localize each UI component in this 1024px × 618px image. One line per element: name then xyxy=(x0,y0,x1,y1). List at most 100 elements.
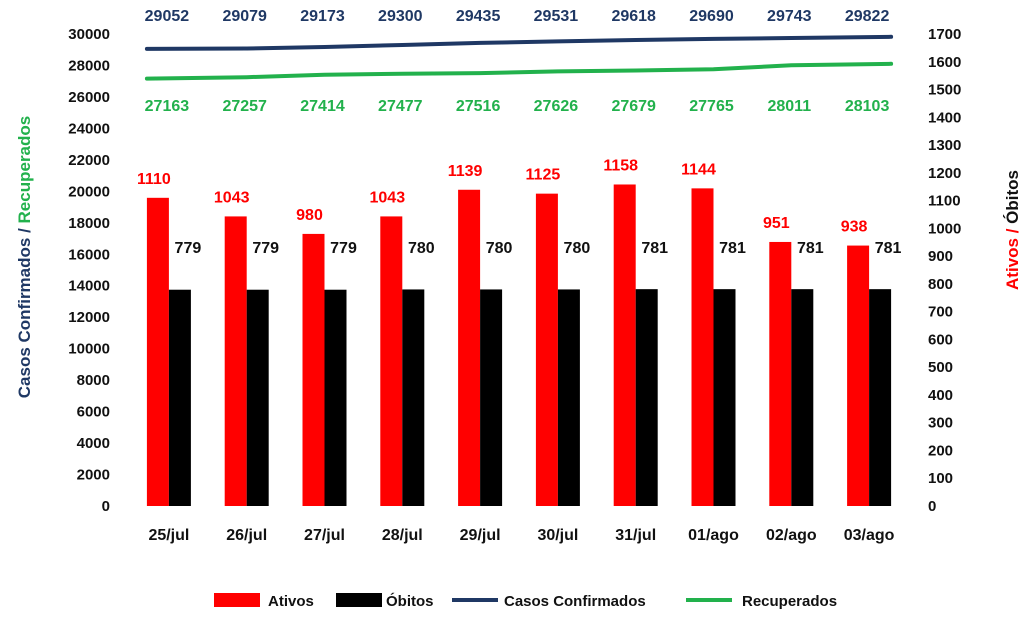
bar-value-label: 951 xyxy=(763,215,790,232)
bar-value-label: 779 xyxy=(252,240,279,257)
bar-ativos xyxy=(691,188,714,506)
line-value-label: 29618 xyxy=(611,8,656,25)
category-label: 30/jul xyxy=(537,527,578,544)
legend-label: Casos Confirmados xyxy=(504,593,646,610)
line-recuperados xyxy=(144,61,894,81)
left-tick-label: 6000 xyxy=(77,404,110,421)
bar-obitos xyxy=(402,289,425,506)
category-label: 29/jul xyxy=(460,527,501,544)
bar-value-label: 781 xyxy=(719,240,746,257)
bar-ativos xyxy=(380,216,403,506)
left-tick-label: 4000 xyxy=(77,435,110,452)
line-value-label: 27626 xyxy=(534,98,579,115)
right-tick-label: 900 xyxy=(928,248,953,265)
right-tick-label: 600 xyxy=(928,331,953,348)
bar-value-label: 938 xyxy=(841,219,868,236)
bar-ativos xyxy=(769,241,792,506)
left-axis-title: Casos Confirmados / Recuperados xyxy=(15,116,34,398)
bar-obitos xyxy=(480,289,503,506)
right-tick-label: 0 xyxy=(928,498,936,515)
line-value-label: 29531 xyxy=(534,8,579,25)
line-value-label: 27765 xyxy=(689,98,734,115)
bar-value-label: 781 xyxy=(797,240,824,257)
line-value-label: 29300 xyxy=(378,8,423,25)
line-value-label: 29435 xyxy=(456,8,501,25)
line-casos-confirmados xyxy=(144,34,894,51)
category-label: 27/jul xyxy=(304,527,345,544)
bar-obitos xyxy=(246,289,269,506)
bar-ativos xyxy=(847,245,870,506)
category-label: 25/jul xyxy=(148,527,189,544)
bar-obitos xyxy=(791,289,814,506)
right-tick-label: 200 xyxy=(928,442,953,459)
right-tick-label: 1300 xyxy=(928,137,961,154)
bar-value-label: 1043 xyxy=(370,189,406,206)
line-value-label: 29079 xyxy=(222,8,267,25)
right-tick-label: 100 xyxy=(928,470,953,487)
category-label: 01/ago xyxy=(688,527,739,544)
legend-swatch xyxy=(336,593,382,607)
line-value-label: 28011 xyxy=(767,98,811,115)
right-tick-label: 300 xyxy=(928,415,953,432)
category-label: 02/ago xyxy=(766,527,817,544)
left-tick-label: 28000 xyxy=(68,57,110,74)
axis-title-part: Recuperados xyxy=(15,116,34,224)
bar-value-label: 780 xyxy=(408,240,435,257)
line-series xyxy=(144,34,894,81)
left-tick-label: 14000 xyxy=(68,278,110,295)
bar-value-label: 780 xyxy=(486,240,513,257)
line-value-label: 27679 xyxy=(611,98,656,115)
right-tick-label: 1500 xyxy=(928,82,961,99)
category-labels: 25/jul 26/jul 27/jul 28/jul 29/jul 30/jul 31/j… xyxy=(148,527,894,544)
bar-ativos xyxy=(224,216,247,506)
legend-swatch xyxy=(214,593,260,607)
bar-ativos xyxy=(613,184,636,506)
bar-value-label: 1125 xyxy=(526,167,561,184)
line-value-label: 27414 xyxy=(300,98,345,115)
bar-obitos xyxy=(635,289,658,506)
right-axis-title: Ativos / Óbitos xyxy=(1003,170,1022,290)
legend: Ativos Óbitos Casos Confirmados Recuperados xyxy=(214,592,837,610)
axis-title-part: / xyxy=(15,223,34,237)
right-tick-label: 1000 xyxy=(928,220,961,237)
right-tick-label: 1600 xyxy=(928,54,961,71)
left-tick-label: 2000 xyxy=(77,467,110,484)
right-tick-label: 1400 xyxy=(928,109,961,126)
bar-value-label: 1158 xyxy=(603,157,638,174)
bar-value-label: 1139 xyxy=(448,163,483,180)
bar-value-label: 980 xyxy=(296,207,323,224)
left-tick-label: 24000 xyxy=(68,120,110,137)
line-value-label: 28103 xyxy=(845,98,890,115)
left-axis-ticks: 0 2000 4000 6000 8000 10000 12000 14000 16000 180… xyxy=(68,26,110,515)
bar-value-label: 780 xyxy=(564,240,591,257)
left-tick-label: 20000 xyxy=(68,183,110,200)
line-value-label: 29822 xyxy=(845,8,890,25)
left-tick-label: 0 xyxy=(102,498,110,515)
axis-title-part: Óbitos xyxy=(1003,170,1022,224)
line-value-label: 29052 xyxy=(145,8,190,25)
right-tick-label: 700 xyxy=(928,304,953,321)
right-tick-label: 800 xyxy=(928,276,953,293)
bar-obitos xyxy=(557,289,580,506)
legend-label: Óbitos xyxy=(386,592,434,610)
right-axis-ticks: 0 100 200 300 400 500 600 700 800 900 1000 1100 1200… xyxy=(928,26,961,515)
left-tick-label: 22000 xyxy=(68,152,110,169)
category-label: 26/jul xyxy=(226,527,267,544)
left-tick-label: 30000 xyxy=(68,26,110,43)
bar-obitos xyxy=(869,289,892,506)
line-value-label: 29690 xyxy=(689,8,734,25)
line-value-label: 27477 xyxy=(378,98,423,115)
bar-value-label: 781 xyxy=(641,240,668,257)
bar-series xyxy=(146,184,892,506)
right-tick-label: 1700 xyxy=(928,26,961,43)
left-tick-label: 18000 xyxy=(68,215,110,232)
bar-value-label: 779 xyxy=(175,240,202,257)
bar-ativos xyxy=(146,197,169,506)
bar-obitos xyxy=(713,289,736,506)
bar-ativos xyxy=(458,189,481,506)
category-label: 31/jul xyxy=(615,527,656,544)
legend-label: Recuperados xyxy=(742,593,837,610)
bar-ativos xyxy=(535,193,558,506)
line-value-label: 27516 xyxy=(456,98,501,115)
